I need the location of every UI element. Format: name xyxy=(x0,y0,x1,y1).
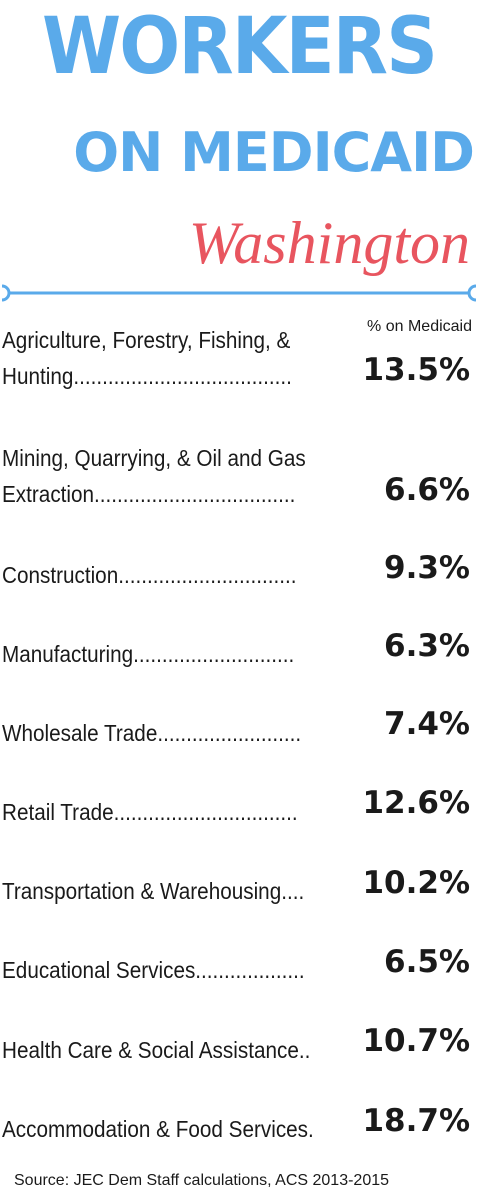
industry-label-line: Construction............................… xyxy=(2,562,297,588)
industry-label-line: Accommodation & Food Services. xyxy=(2,1116,314,1142)
industry-label-line: Agriculture, Forestry, Fishing, & xyxy=(2,327,291,353)
industry-label-line: Wholesale Trade......................... xyxy=(2,720,302,746)
industry-label-line: Extraction..............................… xyxy=(2,481,296,507)
industry-label-line: Manufacturing...........................… xyxy=(2,641,295,667)
industry-value: 6.3% xyxy=(384,628,470,664)
industry-label-line: Mining, Quarrying, & Oil and Gas xyxy=(2,445,306,471)
industry-value: 10.7% xyxy=(362,1023,470,1059)
industry-value: 13.5% xyxy=(362,352,470,388)
title-line-1: WORKERS xyxy=(41,2,438,92)
source-note: Source: JEC Dem Staff calculations, ACS … xyxy=(14,1172,390,1189)
industry-value: 7.4% xyxy=(384,706,470,742)
industry-label-line: Hunting.................................… xyxy=(2,363,292,389)
industry-label-line: Educational Services................... xyxy=(2,957,305,983)
industry-value: 10.2% xyxy=(362,865,470,901)
industry-value: 6.6% xyxy=(384,472,470,508)
industry-value: 12.6% xyxy=(362,785,470,821)
divider-line xyxy=(1,284,477,302)
industry-value: 18.7% xyxy=(362,1103,470,1139)
state-name: Washington xyxy=(188,210,470,276)
industry-value: 6.5% xyxy=(384,944,470,980)
title-line-2: ON MEDICAID xyxy=(73,121,475,184)
industry-label-line: Retail Trade............................… xyxy=(2,799,298,825)
column-header: % on Medicaid xyxy=(367,318,472,335)
industry-label-line: Health Care & Social Assistance.. xyxy=(2,1037,311,1063)
industry-value: 9.3% xyxy=(384,550,470,586)
industry-label-line: Transportation & Warehousing.... xyxy=(2,878,305,904)
